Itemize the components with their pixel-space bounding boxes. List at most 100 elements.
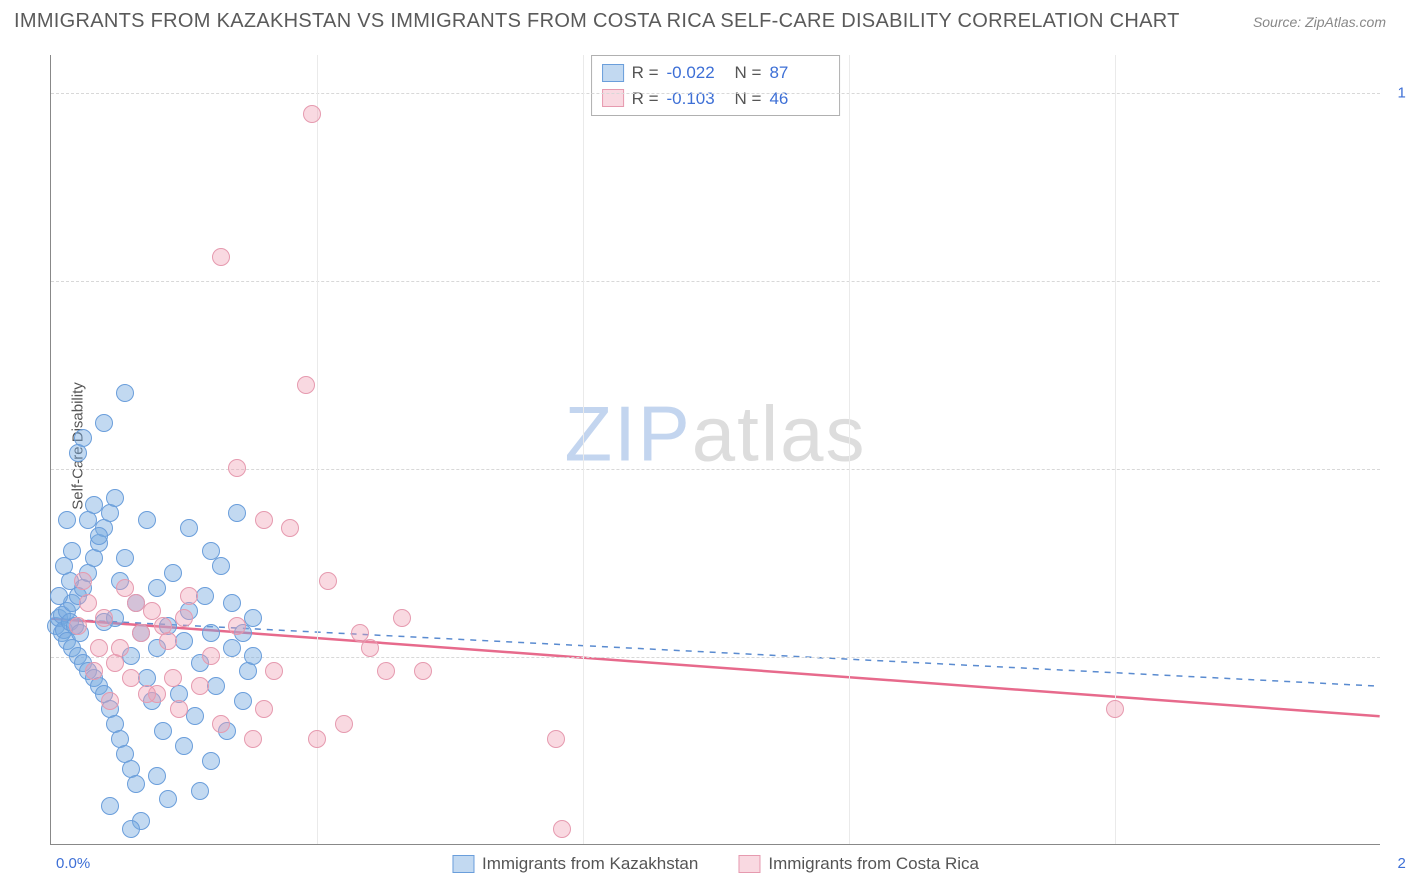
gridline-vertical — [1115, 55, 1116, 844]
data-point — [69, 617, 87, 635]
data-point — [281, 519, 299, 537]
correlation-legend-row-2: R = -0.103 N = 46 — [602, 86, 830, 112]
gridline-horizontal — [51, 93, 1380, 94]
data-point — [170, 700, 188, 718]
data-point — [228, 459, 246, 477]
watermark: ZIPatlas — [564, 388, 866, 479]
data-point — [228, 617, 246, 635]
y-tick-label: 7.5% — [1385, 272, 1406, 289]
data-point — [164, 564, 182, 582]
data-point — [111, 639, 129, 657]
data-point — [101, 797, 119, 815]
data-point — [148, 767, 166, 785]
data-point — [191, 677, 209, 695]
watermark-atlas: atlas — [692, 389, 867, 477]
series-legend: Immigrants from Kazakhstan Immigrants fr… — [452, 854, 979, 874]
data-point — [212, 557, 230, 575]
data-point — [175, 737, 193, 755]
legend-swatch-blue — [452, 855, 474, 873]
y-tick-label: 10.0% — [1385, 84, 1406, 101]
data-point — [228, 504, 246, 522]
data-point — [122, 820, 140, 838]
y-tick-label: 2.5% — [1385, 648, 1406, 665]
data-point — [308, 730, 326, 748]
correlation-legend-row-1: R = -0.022 N = 87 — [602, 60, 830, 86]
series-name-1: Immigrants from Kazakhstan — [482, 854, 698, 874]
n-value-2: 46 — [769, 86, 829, 112]
gridline-horizontal — [51, 469, 1380, 470]
data-point — [95, 414, 113, 432]
data-point — [212, 715, 230, 733]
data-point — [547, 730, 565, 748]
legend-swatch-blue — [602, 64, 624, 82]
data-point — [255, 700, 273, 718]
data-point — [393, 609, 411, 627]
gridline-vertical — [583, 55, 584, 844]
data-point — [186, 707, 204, 725]
data-point — [212, 248, 230, 266]
data-point — [180, 519, 198, 537]
data-point — [85, 662, 103, 680]
data-point — [297, 376, 315, 394]
legend-swatch-pink — [738, 855, 760, 873]
data-point — [116, 384, 134, 402]
r-label: R = — [632, 86, 659, 112]
data-point — [191, 782, 209, 800]
data-point — [180, 587, 198, 605]
data-point — [202, 647, 220, 665]
data-point — [127, 775, 145, 793]
data-point — [303, 105, 321, 123]
n-value-1: 87 — [769, 60, 829, 86]
data-point — [244, 730, 262, 748]
data-point — [154, 722, 172, 740]
data-point — [106, 489, 124, 507]
data-point — [234, 692, 252, 710]
n-label: N = — [735, 60, 762, 86]
data-point — [319, 572, 337, 590]
data-point — [223, 639, 241, 657]
data-point — [138, 511, 156, 529]
data-point — [132, 624, 150, 642]
data-point — [159, 790, 177, 808]
data-point — [55, 557, 73, 575]
data-point — [79, 594, 97, 612]
data-point — [85, 496, 103, 514]
gridline-vertical — [317, 55, 318, 844]
data-point — [255, 511, 273, 529]
data-point — [196, 587, 214, 605]
data-point — [223, 594, 241, 612]
data-point — [127, 594, 145, 612]
data-point — [58, 511, 76, 529]
data-point — [1106, 700, 1124, 718]
data-point — [335, 715, 353, 733]
data-point — [377, 662, 395, 680]
data-point — [90, 639, 108, 657]
correlation-legend: R = -0.022 N = 87 R = -0.103 N = 46 — [591, 55, 841, 116]
data-point — [553, 820, 571, 838]
data-point — [122, 669, 140, 687]
data-point — [116, 549, 134, 567]
data-point — [154, 617, 172, 635]
chart-plot-area: ZIPatlas R = -0.022 N = 87 R = -0.103 N … — [50, 55, 1380, 845]
data-point — [138, 685, 156, 703]
source-attribution: Source: ZipAtlas.com — [1253, 14, 1386, 30]
data-point — [265, 662, 283, 680]
series-legend-item-2: Immigrants from Costa Rica — [738, 854, 979, 874]
x-tick-label: 0.0% — [56, 855, 90, 872]
data-point — [69, 444, 87, 462]
data-point — [95, 609, 113, 627]
data-point — [175, 632, 193, 650]
data-point — [414, 662, 432, 680]
data-point — [361, 639, 379, 657]
data-point — [202, 752, 220, 770]
data-point — [74, 572, 92, 590]
trend-lines-svg — [51, 55, 1380, 844]
r-label: R = — [632, 60, 659, 86]
data-point — [244, 647, 262, 665]
r-value-2: -0.103 — [667, 86, 727, 112]
data-point — [50, 587, 68, 605]
chart-title: IMMIGRANTS FROM KAZAKHSTAN VS IMMIGRANTS… — [14, 10, 1180, 33]
data-point — [101, 692, 119, 710]
series-name-2: Immigrants from Costa Rica — [768, 854, 979, 874]
data-point — [175, 609, 193, 627]
